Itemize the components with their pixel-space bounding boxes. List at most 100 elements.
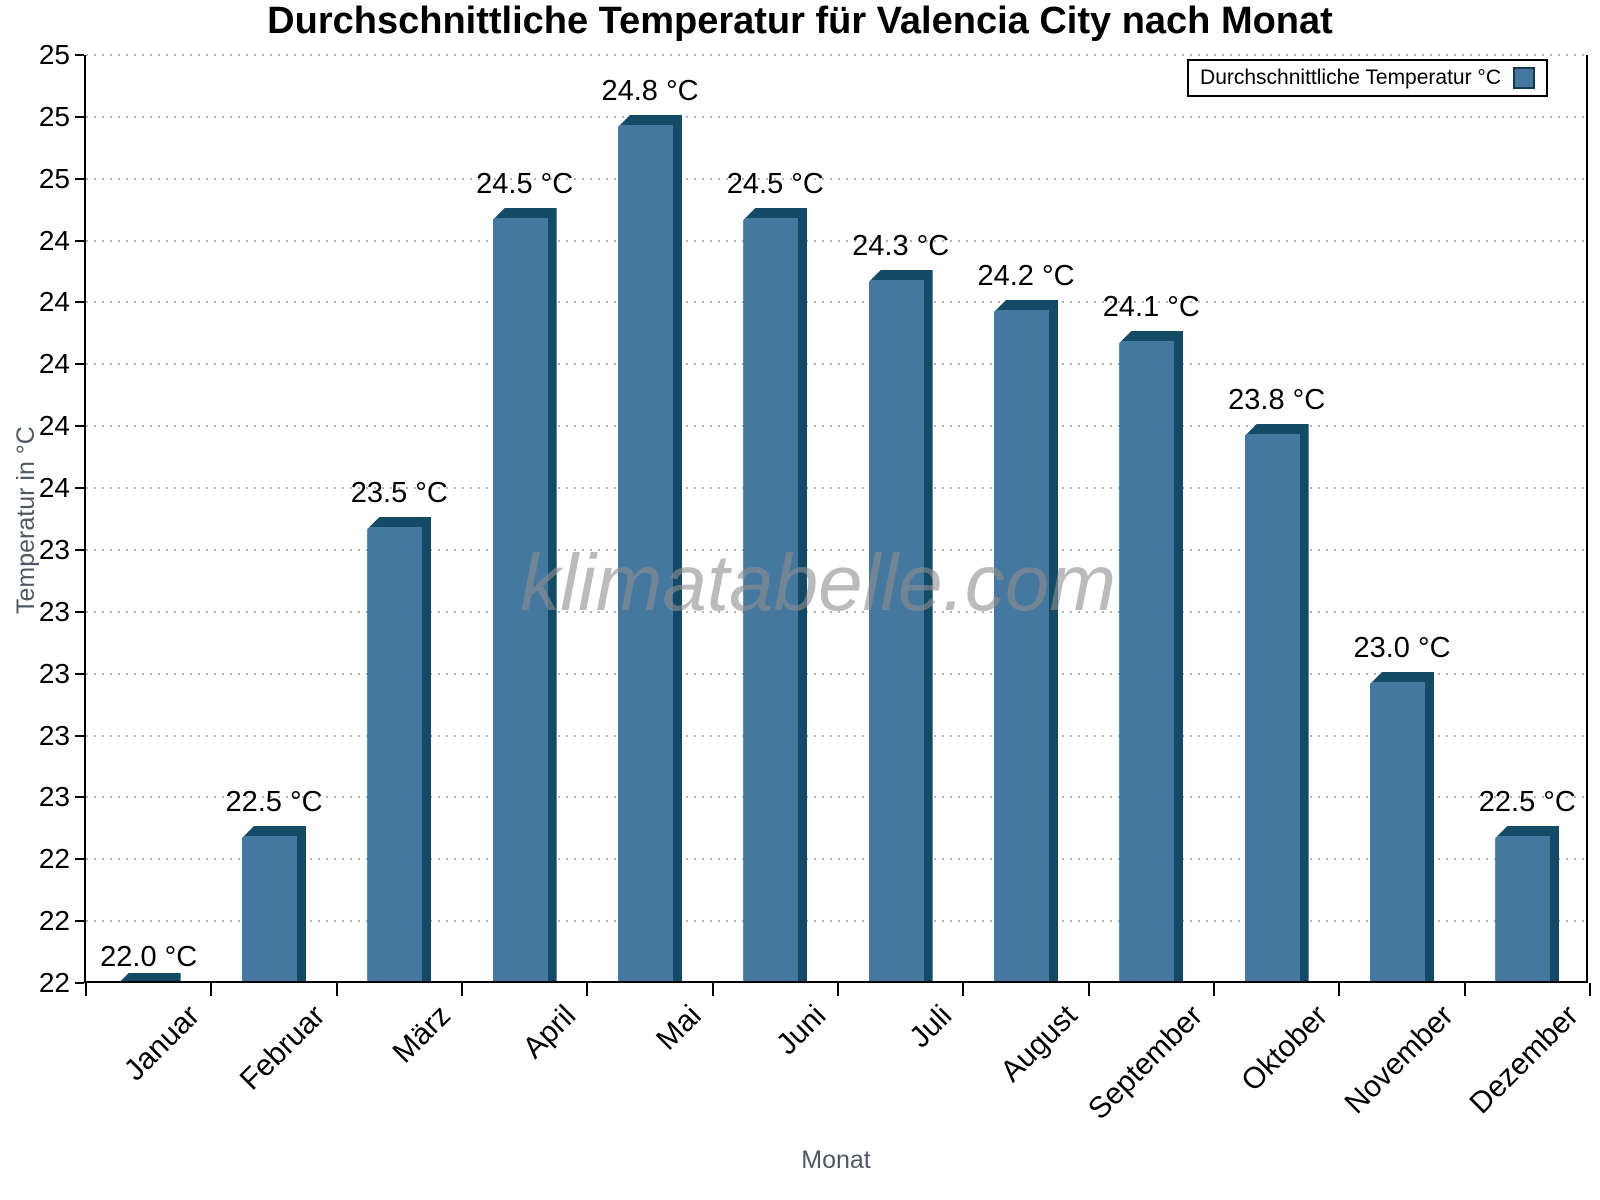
gridline	[86, 177, 1586, 180]
bar-face	[618, 125, 673, 981]
bar-november	[1370, 672, 1434, 981]
x-tick-label-august: August	[993, 999, 1084, 1089]
gridline	[86, 548, 1586, 551]
y-tick-label: 25	[38, 162, 70, 194]
x-tick-mark	[1213, 983, 1215, 996]
y-tick-label: 25	[38, 39, 70, 70]
y-tick-mark	[75, 920, 84, 923]
x-tick-label-märz: März	[386, 999, 457, 1070]
bar-value-label: 24.5 °C	[726, 168, 824, 200]
bar-mai	[618, 115, 682, 981]
x-tick-mark	[461, 983, 463, 996]
bar-value-label: 22.5 °C	[1478, 786, 1576, 818]
y-tick-mark	[75, 115, 84, 118]
bar-oktober	[1244, 424, 1309, 981]
x-tick-label-januar: Januar	[117, 999, 207, 1088]
legend: Durchschnittliche Temperatur °C	[1187, 59, 1548, 97]
x-tick-label-september: September	[1081, 999, 1209, 1127]
gridline	[86, 796, 1586, 799]
y-tick-label: 24	[38, 348, 70, 380]
bar-face	[1119, 341, 1175, 981]
gridline	[86, 425, 1586, 428]
plot-area: klimatabelle.com 22 22 22 23 23 23 23 23 24 24 24 2…	[39, 39, 1591, 1126]
y-axis-title: Temperatur in °C	[12, 426, 40, 614]
bar-juni	[743, 208, 808, 981]
bar-face	[1370, 682, 1425, 981]
bar-januar	[116, 973, 181, 981]
bar-april	[492, 208, 557, 981]
bar-value-label: 22.0 °C	[100, 941, 198, 973]
y-tick-label: 23	[38, 595, 70, 627]
gridline	[86, 363, 1586, 366]
y-tick-label: 22	[38, 967, 70, 998]
y-tick-label: 24	[38, 286, 70, 318]
bar-value-label: 23.5 °C	[350, 477, 448, 509]
x-tick-mark	[586, 983, 589, 996]
bar-face	[492, 218, 548, 981]
bar-face	[1495, 836, 1551, 981]
y-tick-label: 22	[38, 905, 70, 937]
x-tick-mark	[711, 983, 714, 996]
bar-face	[242, 836, 297, 981]
y-tick-mark	[75, 548, 84, 551]
x-tick-label-dezember: Dezember	[1463, 999, 1585, 1121]
x-tick-mark	[210, 983, 213, 996]
y-tick-mark	[75, 487, 84, 490]
gridline	[86, 115, 1586, 118]
y-tick-mark	[75, 425, 84, 428]
legend-swatch-icon	[1513, 67, 1535, 89]
bar-august	[994, 300, 1058, 981]
bar-value-label: 24.2 °C	[977, 260, 1075, 292]
y-tick-mark	[75, 734, 84, 737]
gridline	[86, 858, 1586, 861]
bar-face	[1244, 434, 1300, 981]
gridline	[86, 487, 1586, 490]
x-tick-mark	[1087, 983, 1090, 996]
bar-face	[868, 280, 924, 981]
y-tick-mark	[75, 610, 84, 613]
y-tick-mark	[75, 858, 84, 861]
y-tick-label: 23	[38, 719, 70, 751]
gridline	[86, 54, 1586, 56]
gridline	[86, 610, 1586, 613]
bar-value-label: 22.5 °C	[225, 786, 323, 818]
bar-value-label: 24.5 °C	[476, 168, 574, 200]
x-axis-title: Monat	[801, 1146, 871, 1174]
x-tick-mark	[335, 983, 338, 996]
x-tick-label-november: November	[1338, 999, 1460, 1121]
y-tick-mark	[75, 54, 84, 56]
gridline	[86, 920, 1586, 923]
gridline	[86, 301, 1586, 304]
y-tick-label: 24	[38, 472, 70, 504]
bar-märz	[367, 517, 432, 981]
bar-value-label: 24.3 °C	[852, 230, 950, 262]
y-tick-mark	[75, 363, 84, 366]
y-tick-mark	[75, 796, 84, 799]
bar-dezember	[1495, 826, 1560, 981]
y-tick-label: 23	[38, 781, 70, 813]
y-tick-label: 23	[38, 657, 70, 689]
gridline	[86, 239, 1586, 242]
gridline	[86, 734, 1586, 737]
x-tick-label-juli: Juli	[902, 999, 959, 1055]
y-tick-label: 25	[38, 100, 70, 132]
bar-juli	[868, 270, 933, 981]
y-tick-label: 24	[38, 410, 70, 442]
x-tick-label-oktober: Oktober	[1235, 999, 1335, 1098]
y-tick-mark	[75, 239, 84, 242]
bar-februar	[242, 826, 306, 981]
x-tick-mark	[1338, 983, 1341, 996]
x-tick-mark	[837, 983, 839, 996]
y-tick-label: 24	[38, 224, 70, 256]
x-tick-label-juni: Juni	[770, 999, 833, 1062]
y-tick-label: 22	[38, 843, 70, 875]
y-tick-mark	[75, 301, 84, 304]
legend-label: Durchschnittliche Temperatur °C	[1200, 66, 1501, 89]
y-tick-mark	[75, 177, 84, 180]
x-tick-mark	[1463, 983, 1466, 996]
x-tick-label-februar: Februar	[233, 999, 332, 1097]
y-tick-label: 23	[38, 533, 70, 565]
bar-value-label: 23.8 °C	[1228, 384, 1326, 416]
bar-face	[367, 527, 423, 981]
